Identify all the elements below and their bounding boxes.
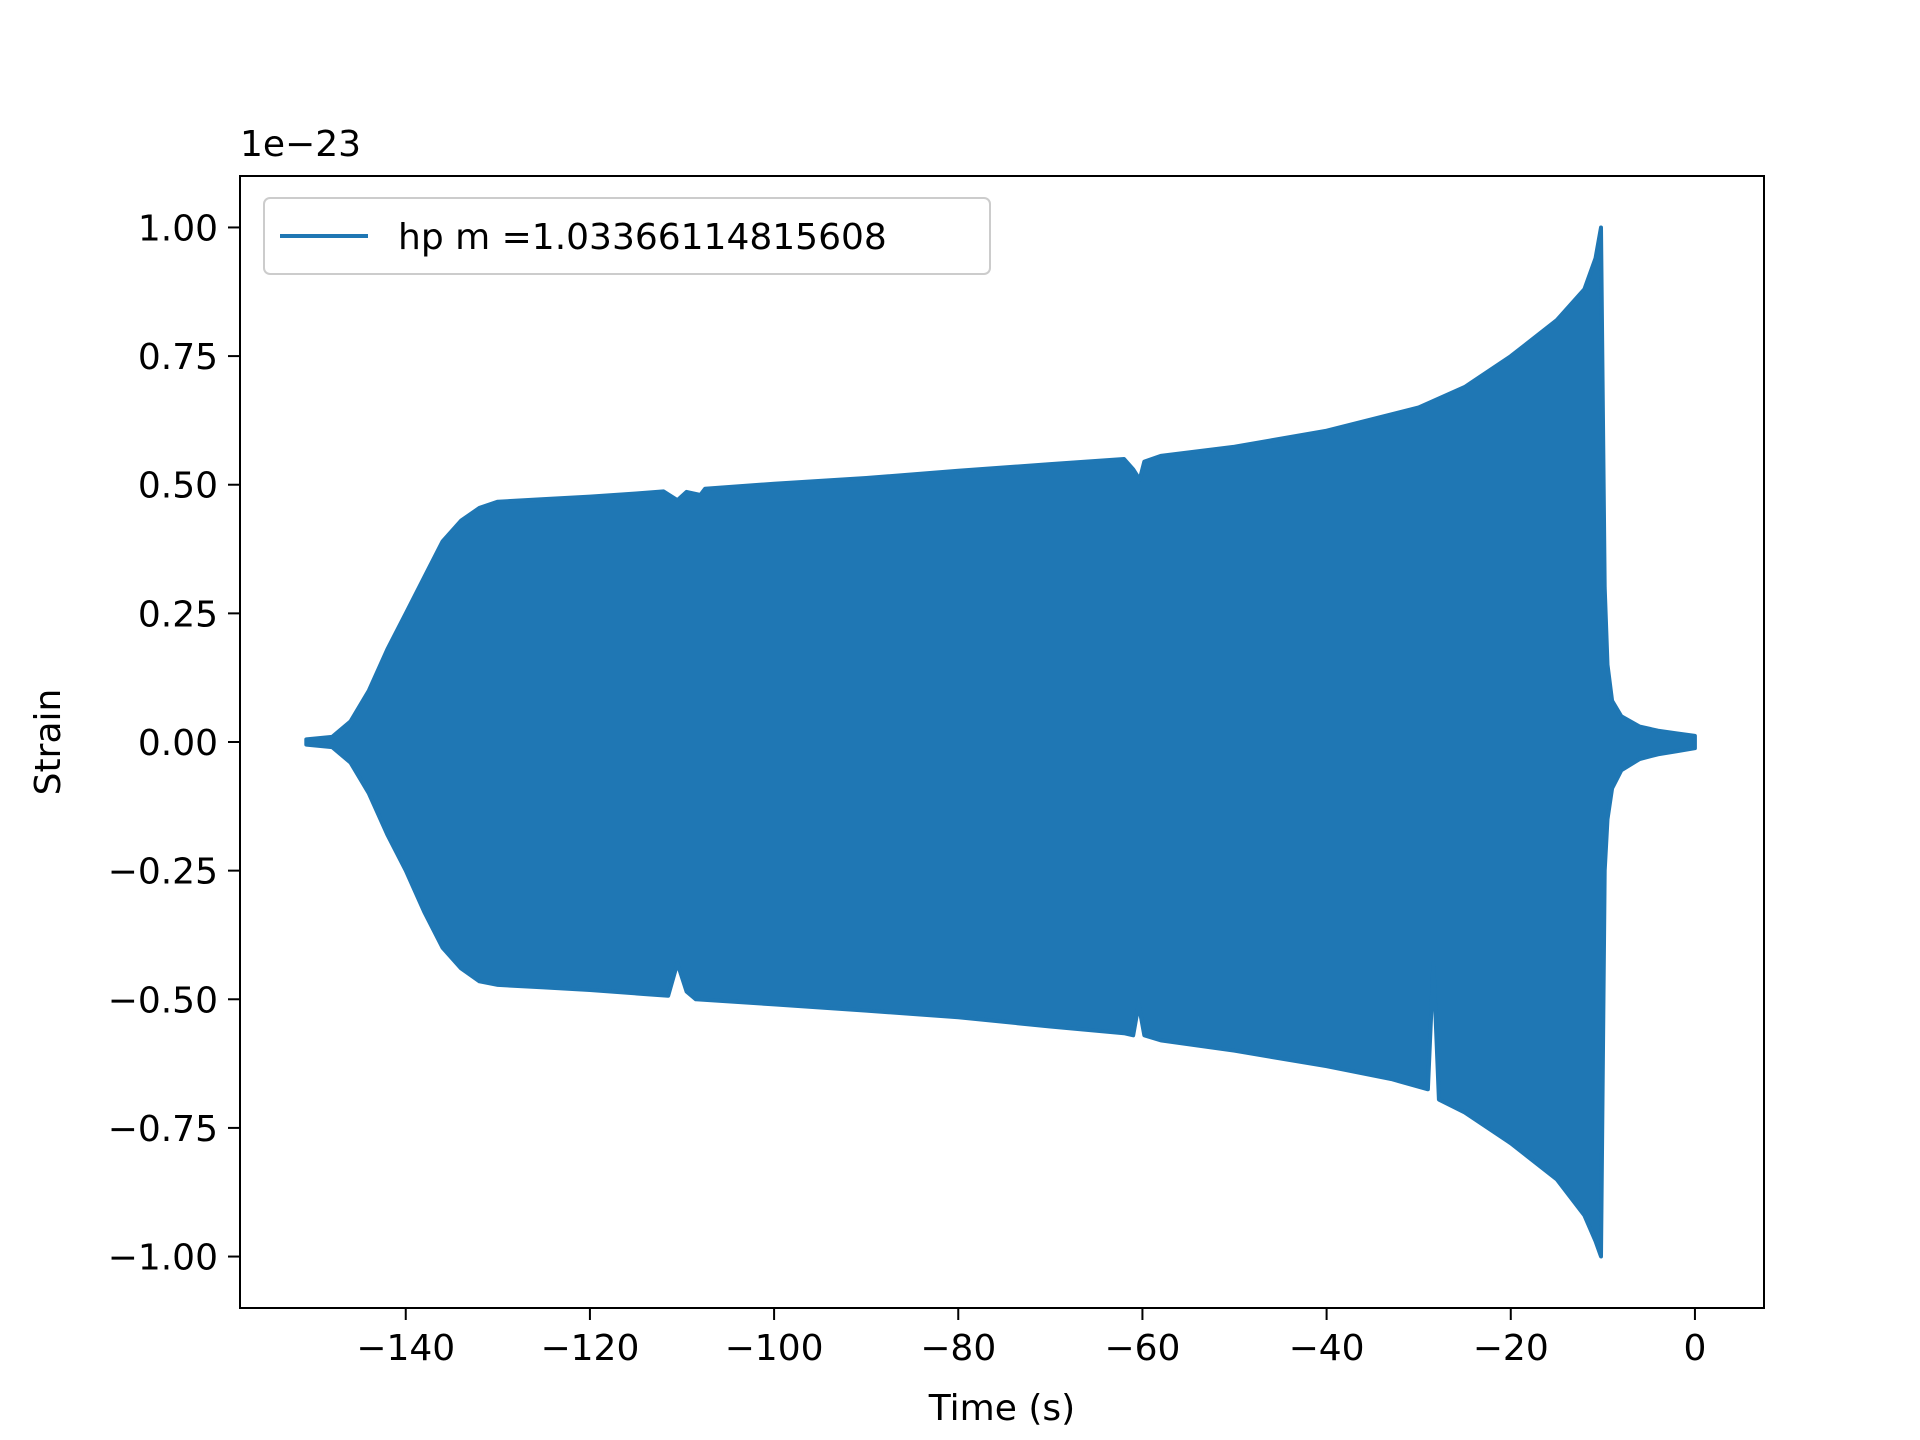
y-tick-label: 0.00 [138, 723, 218, 764]
x-tick-label: −100 [725, 1328, 824, 1369]
x-tick-label: −80 [920, 1328, 996, 1369]
x-tick-label: −40 [1289, 1328, 1365, 1369]
legend: hp m =1.03366114815608 [263, 197, 991, 275]
y-tick-label: 1.00 [138, 208, 218, 249]
y-axis: 1.00 0.75 0.50 0.25 0.00 −0.25 −0.50 −0.75 −1.00 [108, 208, 240, 1279]
y-tick-label: 0.75 [138, 337, 218, 378]
x-tick-label: −20 [1473, 1328, 1549, 1369]
series-waveform [304, 225, 1697, 1259]
y-tick-label: −1.00 [108, 1238, 218, 1279]
x-axis-label: Time (s) [928, 1388, 1075, 1429]
y-tick-label: 0.50 [138, 466, 218, 507]
y-tick-label: −0.75 [108, 1109, 218, 1150]
y-axis-offset-label: 1e−23 [240, 124, 361, 165]
x-tick-label: −60 [1104, 1328, 1180, 1369]
y-tick-label: −0.50 [108, 980, 218, 1021]
plot-area [304, 225, 1697, 1259]
y-axis-label: Strain [28, 689, 69, 796]
legend-box [263, 197, 991, 275]
x-axis: −140 −120 −100 −80 −60 −40 −20 0 [356, 1308, 1706, 1369]
legend-label: hp m =1.03366114815608 [398, 217, 887, 258]
y-tick-label: −0.25 [108, 852, 218, 893]
x-tick-label: 0 [1683, 1328, 1706, 1369]
y-tick-label: 0.25 [138, 594, 218, 635]
x-tick-label: −140 [356, 1328, 455, 1369]
x-tick-label: −120 [540, 1328, 639, 1369]
